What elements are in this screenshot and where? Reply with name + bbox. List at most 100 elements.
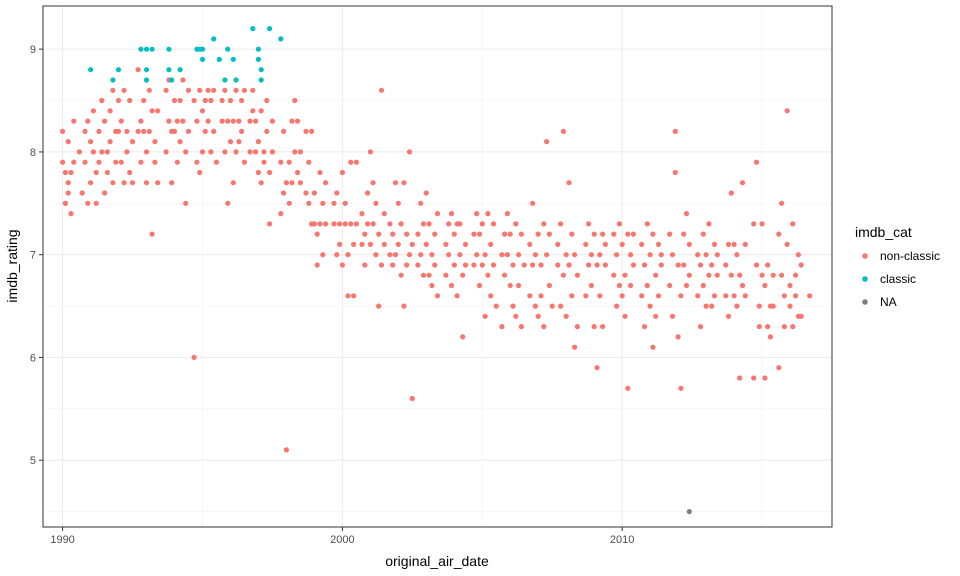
data-point-non-classic [171, 97, 178, 104]
data-point-non-classic [790, 221, 796, 227]
data-point-non-classic [641, 324, 648, 330]
y-tick-label: 7 [30, 250, 36, 262]
data-point-non-classic [373, 200, 379, 206]
data-point-non-classic [85, 118, 91, 124]
data-point-non-classic [655, 241, 662, 247]
data-point-non-classic [779, 272, 785, 278]
data-point-non-classic [297, 180, 303, 186]
data-point-non-classic [739, 180, 746, 186]
data-point-non-classic [538, 293, 544, 299]
data-point-non-classic [471, 262, 477, 268]
data-point-non-classic [530, 200, 536, 206]
data-point-non-classic [102, 118, 108, 124]
data-point-non-classic [289, 118, 295, 124]
data-point-non-classic [102, 190, 108, 196]
data-point-non-classic [675, 334, 681, 340]
data-point-non-classic [415, 262, 421, 268]
data-point-non-classic [306, 200, 312, 206]
legend-label-classic: classic [880, 272, 916, 286]
data-point-non-classic [258, 108, 264, 114]
data-point-non-classic [728, 272, 734, 278]
data-point-non-classic [566, 262, 572, 268]
data-point-non-classic [432, 262, 438, 268]
data-point-non-classic [420, 272, 427, 278]
data-point-classic [258, 67, 264, 73]
data-point-non-classic [113, 159, 119, 165]
data-point-non-classic [563, 313, 569, 319]
data-point-non-classic [107, 108, 113, 114]
data-point-non-classic [555, 262, 561, 268]
data-point-classic [233, 77, 239, 83]
data-point-non-classic [695, 293, 701, 299]
data-point-non-classic [454, 293, 460, 299]
data-point-classic [250, 26, 256, 32]
data-point-non-classic [146, 128, 152, 134]
data-point-non-classic [725, 313, 732, 319]
data-point-non-classic [409, 395, 415, 402]
data-point-non-classic [415, 231, 421, 237]
data-point-non-classic [320, 252, 326, 258]
data-point-non-classic [499, 252, 505, 258]
data-point-non-classic [591, 324, 597, 330]
data-point-non-classic [149, 231, 155, 237]
data-point-non-classic [776, 231, 782, 237]
data-point-non-classic [765, 324, 771, 330]
data-point-non-classic [233, 149, 239, 155]
data-point-non-classic [446, 221, 452, 227]
data-point-non-classic [278, 159, 284, 165]
data-point-non-classic [138, 118, 144, 124]
legend-title: imdb_cat [855, 224, 912, 240]
data-point-non-classic [398, 272, 404, 278]
data-point-non-classic [60, 159, 66, 165]
data-point-non-classic [345, 252, 351, 258]
data-point-non-classic [622, 313, 628, 319]
data-point-classic [110, 77, 116, 83]
data-point-non-classic [406, 252, 413, 258]
data-point-non-classic [460, 334, 466, 340]
data-point-non-classic [115, 128, 122, 134]
data-point-non-classic [289, 180, 295, 186]
data-point-non-classic [647, 252, 653, 258]
x-tick-label: 1990 [50, 534, 74, 546]
data-point-non-classic [65, 139, 71, 145]
data-point-non-classic [566, 180, 572, 186]
data-point-non-classic [269, 118, 275, 124]
data-points [60, 26, 813, 515]
data-point-non-classic [697, 262, 704, 268]
data-point-non-classic [239, 97, 245, 104]
data-point-non-classic [222, 87, 228, 93]
data-point-non-classic [443, 272, 449, 278]
data-point-non-classic [337, 221, 343, 227]
data-point-non-classic [90, 108, 96, 114]
data-point-classic [143, 77, 150, 83]
data-point-non-classic [597, 252, 603, 258]
data-point-non-classic [82, 128, 88, 134]
data-point-non-classic [138, 159, 144, 165]
data-point-non-classic [367, 241, 373, 247]
data-point-non-classic [303, 190, 309, 196]
data-point-non-classic [488, 241, 494, 247]
data-point-non-classic [630, 231, 637, 237]
data-point-non-classic [303, 128, 309, 134]
data-point-non-classic [247, 118, 253, 124]
data-point-non-classic [787, 303, 793, 309]
data-point-non-classic [211, 87, 217, 93]
data-point-non-classic [93, 200, 99, 206]
data-point-non-classic [174, 118, 180, 124]
data-point-classic [278, 36, 284, 42]
data-point-non-classic [532, 303, 539, 309]
data-point-non-classic [129, 139, 136, 145]
data-point-non-classic [292, 97, 298, 104]
data-point-non-classic [798, 313, 804, 319]
data-point-non-classic [479, 221, 485, 227]
data-point-non-classic [650, 344, 656, 350]
data-point-non-classic [378, 87, 385, 93]
data-point-non-classic [474, 211, 480, 217]
data-point-non-classic [183, 149, 189, 155]
legend-key-classic [862, 276, 868, 282]
legend-key-na [862, 299, 868, 305]
data-point-non-classic [711, 293, 718, 299]
data-point-non-classic [639, 293, 645, 299]
data-point-non-classic [731, 293, 737, 299]
